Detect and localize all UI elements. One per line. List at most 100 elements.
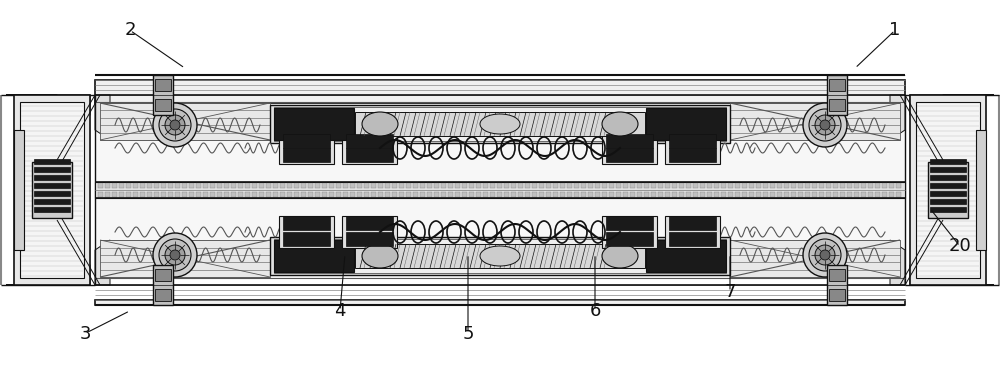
Bar: [651, 183, 656, 188]
Bar: [930, 159, 966, 164]
Ellipse shape: [480, 246, 520, 266]
Bar: [427, 183, 432, 188]
Bar: [154, 192, 159, 197]
Bar: [112, 192, 117, 197]
Bar: [95, 102, 905, 278]
Bar: [665, 183, 670, 188]
Bar: [462, 192, 467, 197]
Bar: [623, 192, 628, 197]
Bar: [322, 183, 327, 188]
Bar: [833, 183, 838, 188]
Bar: [749, 192, 754, 197]
Bar: [283, 134, 330, 148]
Bar: [669, 134, 716, 148]
Bar: [95, 300, 905, 305]
Ellipse shape: [159, 239, 191, 271]
Bar: [34, 183, 70, 188]
Bar: [819, 192, 824, 197]
Bar: [294, 183, 299, 188]
Ellipse shape: [809, 109, 841, 141]
Bar: [279, 132, 334, 164]
Bar: [32, 162, 72, 218]
Polygon shape: [890, 95, 905, 140]
Bar: [455, 192, 460, 197]
Bar: [14, 130, 24, 250]
Bar: [469, 192, 474, 197]
Bar: [392, 192, 397, 197]
Ellipse shape: [480, 114, 520, 134]
Bar: [826, 183, 831, 188]
Bar: [581, 183, 586, 188]
Bar: [224, 192, 229, 197]
Polygon shape: [730, 103, 900, 140]
Ellipse shape: [809, 239, 841, 271]
Bar: [930, 183, 966, 188]
Bar: [777, 192, 782, 197]
Bar: [259, 183, 264, 188]
Bar: [930, 167, 966, 172]
Bar: [161, 183, 166, 188]
Bar: [427, 192, 432, 197]
Bar: [34, 175, 70, 180]
Bar: [812, 192, 817, 197]
Bar: [154, 183, 159, 188]
Bar: [669, 148, 716, 162]
Bar: [868, 192, 873, 197]
Ellipse shape: [153, 233, 197, 277]
Bar: [721, 183, 726, 188]
Bar: [283, 148, 330, 162]
Bar: [511, 183, 516, 188]
Bar: [574, 183, 579, 188]
Bar: [791, 183, 796, 188]
Bar: [420, 183, 425, 188]
Bar: [861, 183, 866, 188]
Bar: [252, 183, 257, 188]
Bar: [315, 183, 320, 188]
Bar: [231, 192, 236, 197]
Bar: [155, 289, 171, 301]
Text: 2: 2: [124, 21, 136, 39]
Bar: [14, 95, 90, 285]
Bar: [889, 183, 894, 188]
Bar: [700, 192, 705, 197]
Bar: [602, 183, 607, 188]
Bar: [560, 183, 565, 188]
Bar: [168, 183, 173, 188]
Ellipse shape: [362, 244, 398, 268]
Bar: [140, 192, 145, 197]
Bar: [693, 183, 698, 188]
Bar: [155, 99, 171, 111]
Bar: [455, 183, 460, 188]
Polygon shape: [95, 240, 110, 285]
Bar: [287, 192, 292, 197]
Bar: [646, 240, 726, 272]
Bar: [490, 192, 495, 197]
Bar: [346, 134, 393, 148]
Bar: [266, 192, 271, 197]
Bar: [532, 183, 537, 188]
Bar: [777, 183, 782, 188]
Bar: [182, 183, 187, 188]
Bar: [658, 183, 663, 188]
Bar: [721, 192, 726, 197]
Bar: [560, 192, 565, 197]
Bar: [210, 192, 215, 197]
Bar: [189, 183, 194, 188]
Bar: [34, 167, 70, 172]
Bar: [658, 192, 663, 197]
Bar: [308, 192, 313, 197]
Bar: [707, 192, 712, 197]
Bar: [882, 183, 887, 188]
Bar: [595, 183, 600, 188]
Bar: [274, 107, 726, 141]
Bar: [930, 199, 966, 204]
Bar: [553, 183, 558, 188]
Bar: [665, 192, 670, 197]
Bar: [175, 192, 180, 197]
Bar: [231, 183, 236, 188]
Text: 3: 3: [79, 324, 91, 343]
Text: 5: 5: [462, 324, 474, 343]
Bar: [868, 183, 873, 188]
Bar: [378, 183, 383, 188]
Bar: [829, 289, 845, 301]
